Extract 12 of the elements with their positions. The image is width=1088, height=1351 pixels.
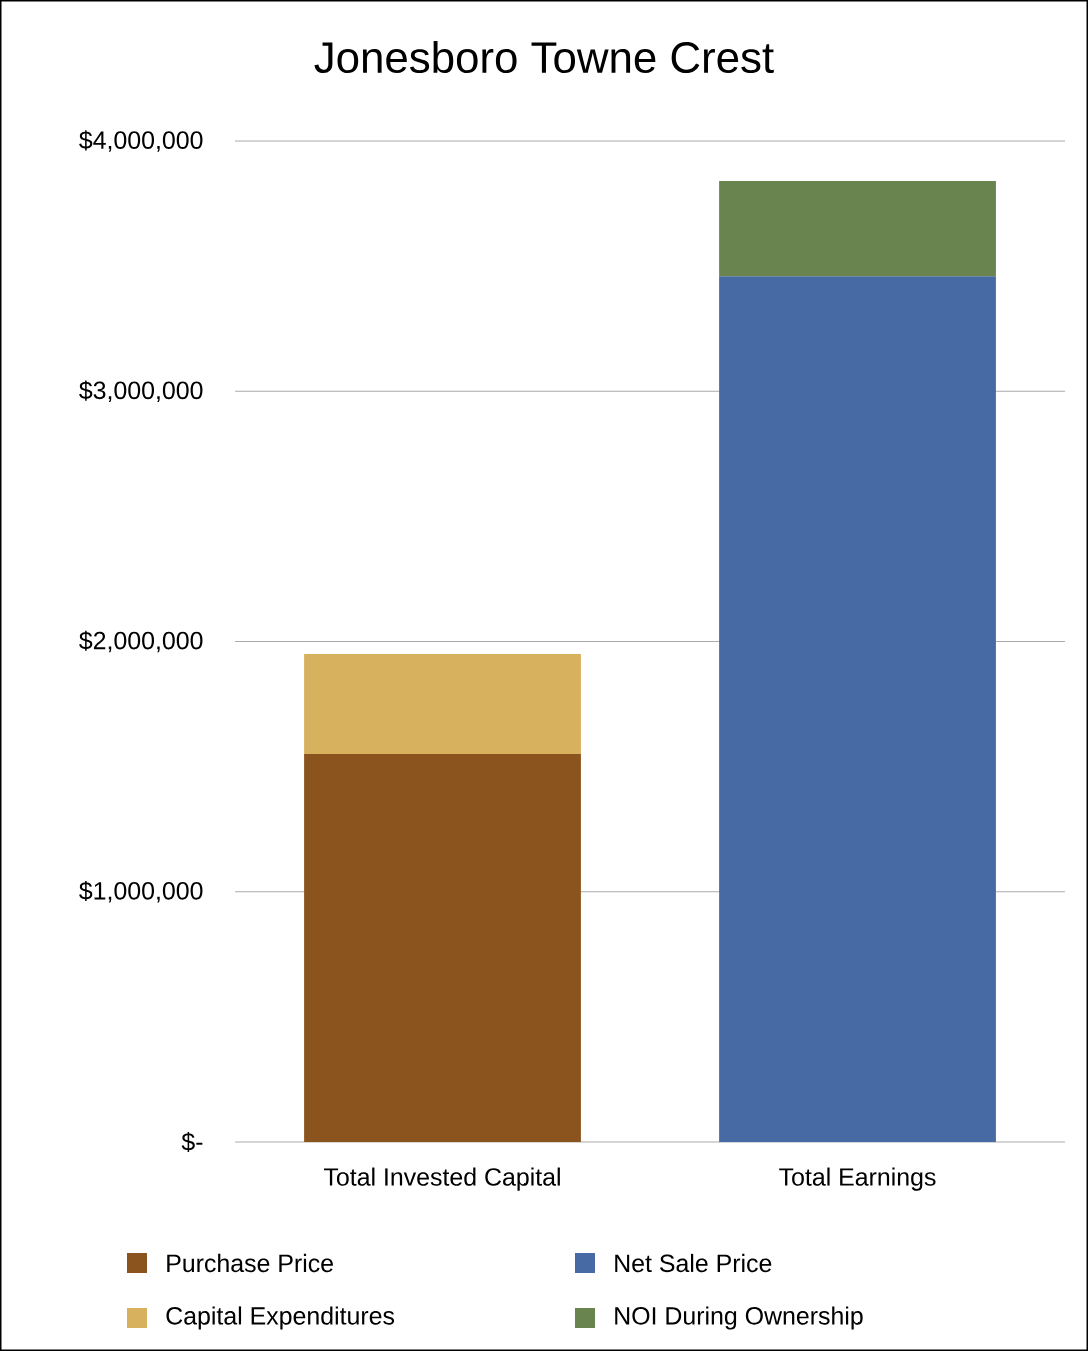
- y-tick-label: $4,000,000: [79, 130, 203, 152]
- x-tick-label: Total Earnings: [779, 1167, 936, 1191]
- legend-label: Net Sale Price: [615, 1253, 772, 1273]
- y-tick-label: $3,000,000: [79, 380, 203, 403]
- legend-label: Capital Expenditures: [166, 1306, 395, 1330]
- legend-label: Purchase Price: [167, 1253, 333, 1273]
- chart-title: Jonesboro Towne Crest: [314, 40, 774, 74]
- y-tick-label: $2,000,000: [79, 630, 203, 653]
- legend-label: NOI During Ownership: [615, 1306, 863, 1330]
- x-tick-label: Total Invested Capital: [324, 1167, 560, 1191]
- y-tick-label: $1,000,000: [79, 880, 203, 903]
- y-tick-label: $-: [181, 1131, 203, 1153]
